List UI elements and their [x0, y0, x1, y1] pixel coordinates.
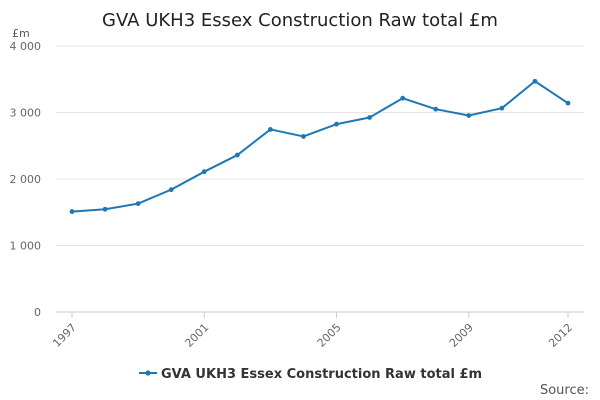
series-line [71, 80, 569, 213]
y-axis-unit-label: £m [12, 27, 30, 40]
y-tick-label: 3 000 [10, 107, 42, 120]
data-point[interactable] [301, 134, 306, 139]
chart-title: GVA UKH3 Essex Construction Raw total £m [102, 10, 498, 31]
data-point[interactable] [367, 115, 372, 120]
legend[interactable]: GVA UKH3 Essex Construction Raw total £m [139, 367, 482, 382]
data-point[interactable] [565, 100, 571, 106]
legend-marker [145, 370, 151, 376]
y-tick-label: 1 000 [10, 240, 42, 253]
data-point[interactable] [69, 209, 75, 214]
data-point[interactable] [466, 113, 472, 118]
x-tick-label: 2001 [182, 321, 211, 350]
y-axis-ticks: 0 1 000 2 000 3 000 4 000 [10, 40, 42, 319]
x-tick-label: 2009 [447, 321, 476, 350]
x-tick-label: 1997 [50, 321, 79, 350]
data-point[interactable] [135, 201, 141, 207]
data-point[interactable] [532, 78, 538, 84]
legend-label: GVA UKH3 Essex Construction Raw total £m [161, 367, 482, 382]
data-point[interactable] [102, 206, 108, 212]
data-point[interactable] [234, 152, 240, 158]
data-point[interactable] [433, 106, 439, 112]
x-tick-label: 2005 [315, 321, 344, 350]
x-tick-label: 2012 [546, 321, 575, 350]
data-point[interactable] [499, 105, 505, 111]
data-point[interactable] [334, 121, 339, 127]
series-layer [69, 78, 571, 214]
data-point[interactable] [400, 95, 406, 101]
data-point[interactable] [201, 169, 207, 175]
data-point[interactable] [268, 127, 273, 132]
source-label: Source: [540, 383, 589, 398]
y-tick-label: 4 000 [10, 40, 42, 53]
gridlines [56, 45, 584, 313]
y-tick-label: 2 000 [10, 173, 42, 186]
data-point[interactable] [168, 187, 174, 193]
x-axis-ticks: 1997 2001 2005 2009 2012 [50, 312, 575, 350]
y-tick-label: 0 [34, 306, 41, 319]
